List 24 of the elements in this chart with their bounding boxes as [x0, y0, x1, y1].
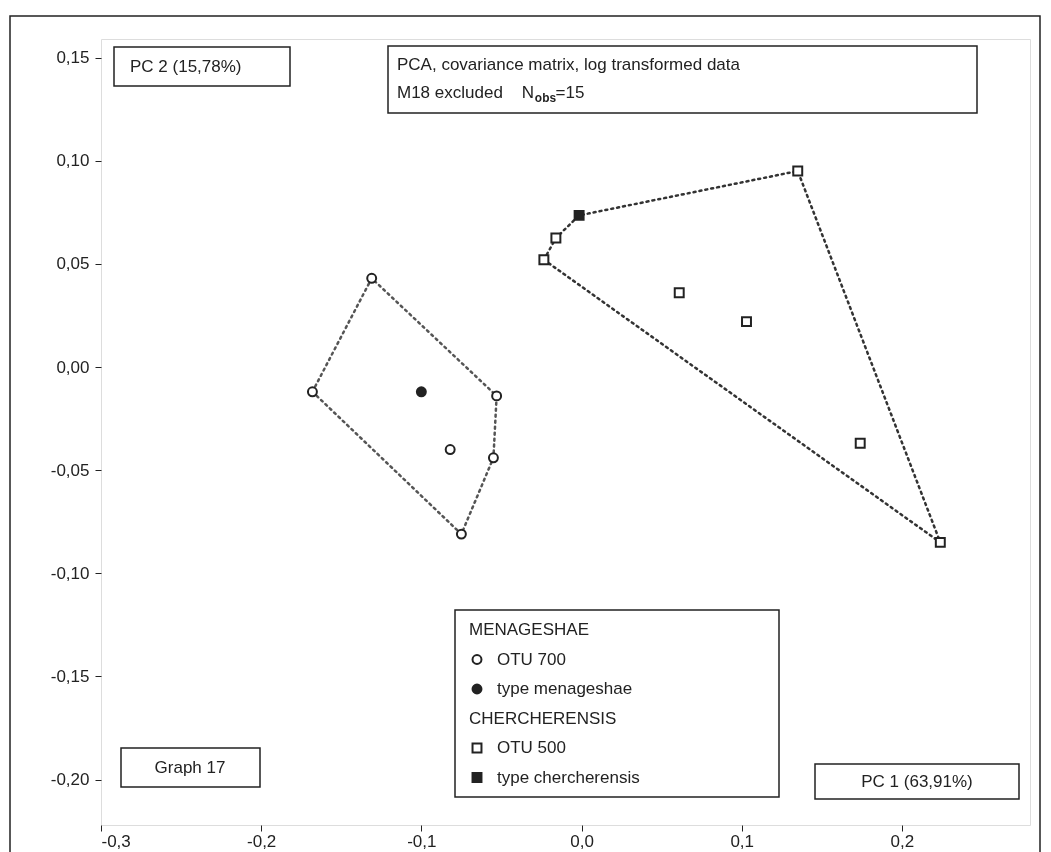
x-axis-title: PC 1 (63,91%) [861, 772, 973, 791]
annotation: Graph 17 [154, 758, 226, 777]
legend-label: type chercherensis [497, 767, 640, 787]
y-tick-label: 0,15 [56, 48, 90, 68]
y-tick-label: 0,00 [56, 357, 90, 377]
legend-label: OTU 500 [497, 738, 566, 757]
y-tick-label: -0,10 [50, 563, 90, 583]
annotation: MENAGESHAE [469, 620, 589, 639]
x-tick-label: -0,2 [247, 831, 277, 851]
x-tick-label: -0,3 [101, 831, 131, 851]
x-tick-label: 0,0 [570, 831, 594, 851]
text: PCA, covariance matrix, log transformed data [397, 55, 741, 74]
legend-label: OTU 700 [497, 649, 566, 669]
y-axis-title: PC 2 (15,78%) [130, 57, 242, 76]
annotation: CHERCHERENSIS [469, 708, 617, 728]
y-tick-label: -0,20 [50, 770, 90, 790]
y-tick-label: -0,05 [50, 460, 90, 480]
legend-label: type menageshae [497, 679, 633, 698]
x-tick-label: -0,1 [407, 831, 437, 851]
x-tick-label: 0,2 [890, 831, 915, 851]
y-tick-label: 0,10 [56, 151, 90, 171]
x-tick-label: 0,1 [730, 831, 755, 851]
y-tick-label: 0,05 [56, 254, 90, 274]
y-tick-label: -0,15 [50, 666, 90, 686]
